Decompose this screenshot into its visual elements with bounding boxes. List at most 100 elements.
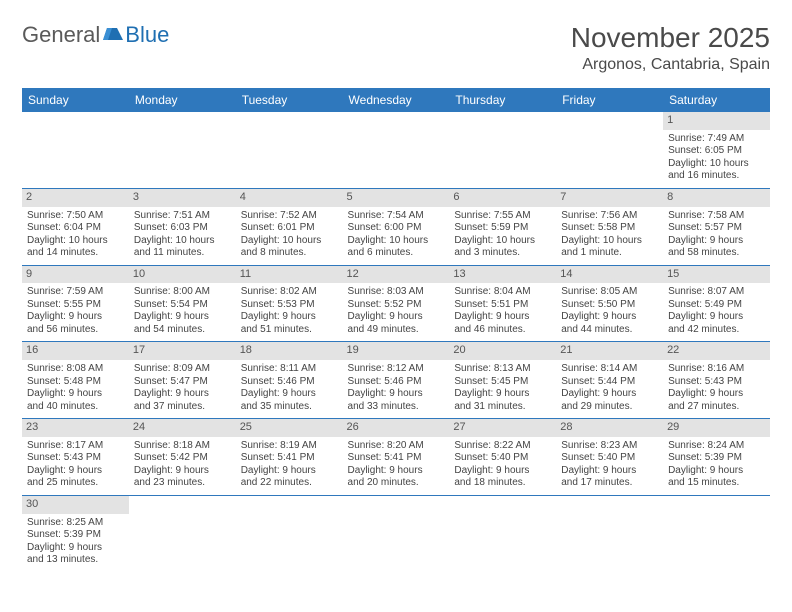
logo-text-2: Blue xyxy=(125,22,169,48)
calendar-day-cell xyxy=(22,112,129,188)
calendar-header-row: SundayMondayTuesdayWednesdayThursdayFrid… xyxy=(22,88,770,112)
day-sunrise: Sunrise: 8:08 AM xyxy=(27,363,124,376)
day-number: 20 xyxy=(449,342,556,360)
calendar-day-cell: 20Sunrise: 8:13 AMSunset: 5:45 PMDayligh… xyxy=(449,342,556,419)
day-day2: and 11 minutes. xyxy=(134,247,231,260)
day-sunset: Sunset: 5:40 PM xyxy=(454,452,551,465)
day-number: 5 xyxy=(343,189,450,207)
day-day2: and 51 minutes. xyxy=(241,324,338,337)
day-day2: and 15 minutes. xyxy=(668,477,765,490)
day-day2: and 17 minutes. xyxy=(561,477,658,490)
calendar-day-cell xyxy=(663,495,770,571)
day-day1: Daylight: 9 hours xyxy=(348,311,445,324)
calendar-day-cell: 18Sunrise: 8:11 AMSunset: 5:46 PMDayligh… xyxy=(236,342,343,419)
day-number: 7 xyxy=(556,189,663,207)
day-day1: Daylight: 9 hours xyxy=(561,311,658,324)
day-sunrise: Sunrise: 8:09 AM xyxy=(134,363,231,376)
day-number: 22 xyxy=(663,342,770,360)
day-day2: and 40 minutes. xyxy=(27,401,124,414)
day-day2: and 22 minutes. xyxy=(241,477,338,490)
calendar-day-cell: 24Sunrise: 8:18 AMSunset: 5:42 PMDayligh… xyxy=(129,419,236,496)
day-sunrise: Sunrise: 8:07 AM xyxy=(668,286,765,299)
weekday-header: Saturday xyxy=(663,88,770,112)
day-sunrise: Sunrise: 8:25 AM xyxy=(27,517,124,530)
day-day1: Daylight: 10 hours xyxy=(454,235,551,248)
calendar-day-cell: 13Sunrise: 8:04 AMSunset: 5:51 PMDayligh… xyxy=(449,265,556,342)
day-sunset: Sunset: 6:05 PM xyxy=(668,145,765,158)
day-day2: and 20 minutes. xyxy=(348,477,445,490)
calendar-day-cell xyxy=(343,495,450,571)
day-sunrise: Sunrise: 7:58 AM xyxy=(668,210,765,223)
title-block: November 2025 Argonos, Cantabria, Spain xyxy=(571,22,770,74)
calendar-day-cell: 17Sunrise: 8:09 AMSunset: 5:47 PMDayligh… xyxy=(129,342,236,419)
day-day2: and 31 minutes. xyxy=(454,401,551,414)
day-day1: Daylight: 9 hours xyxy=(27,388,124,401)
calendar-day-cell: 27Sunrise: 8:22 AMSunset: 5:40 PMDayligh… xyxy=(449,419,556,496)
calendar-day-cell: 19Sunrise: 8:12 AMSunset: 5:46 PMDayligh… xyxy=(343,342,450,419)
day-sunset: Sunset: 5:59 PM xyxy=(454,222,551,235)
day-sunrise: Sunrise: 8:24 AM xyxy=(668,440,765,453)
day-day2: and 6 minutes. xyxy=(348,247,445,260)
day-day1: Daylight: 10 hours xyxy=(668,158,765,171)
day-sunset: Sunset: 5:52 PM xyxy=(348,299,445,312)
calendar-day-cell: 11Sunrise: 8:02 AMSunset: 5:53 PMDayligh… xyxy=(236,265,343,342)
calendar-day-cell: 25Sunrise: 8:19 AMSunset: 5:41 PMDayligh… xyxy=(236,419,343,496)
day-day2: and 16 minutes. xyxy=(668,170,765,183)
day-sunset: Sunset: 6:00 PM xyxy=(348,222,445,235)
day-day2: and 46 minutes. xyxy=(454,324,551,337)
day-day1: Daylight: 9 hours xyxy=(27,465,124,478)
calendar-body: 1Sunrise: 7:49 AMSunset: 6:05 PMDaylight… xyxy=(22,112,770,572)
day-sunrise: Sunrise: 8:02 AM xyxy=(241,286,338,299)
calendar-day-cell: 15Sunrise: 8:07 AMSunset: 5:49 PMDayligh… xyxy=(663,265,770,342)
day-number: 1 xyxy=(663,112,770,130)
day-day2: and 8 minutes. xyxy=(241,247,338,260)
calendar-day-cell: 14Sunrise: 8:05 AMSunset: 5:50 PMDayligh… xyxy=(556,265,663,342)
month-title: November 2025 xyxy=(571,22,770,54)
location-subtitle: Argonos, Cantabria, Spain xyxy=(571,56,770,74)
day-sunset: Sunset: 6:01 PM xyxy=(241,222,338,235)
day-day2: and 23 minutes. xyxy=(134,477,231,490)
day-number: 26 xyxy=(343,419,450,437)
day-day2: and 35 minutes. xyxy=(241,401,338,414)
calendar-day-cell: 12Sunrise: 8:03 AMSunset: 5:52 PMDayligh… xyxy=(343,265,450,342)
calendar-week: 1 Sunrise: 7:49 AMSunset: 6:05 PMDaylight… xyxy=(22,112,770,188)
weekday-header: Thursday xyxy=(449,88,556,112)
day-day1: Daylight: 9 hours xyxy=(668,235,765,248)
calendar-day-cell: 16Sunrise: 8:08 AMSunset: 5:48 PMDayligh… xyxy=(22,342,129,419)
day-number: 10 xyxy=(129,266,236,284)
day-day1: Daylight: 9 hours xyxy=(27,311,124,324)
day-day2: and 1 minute. xyxy=(561,247,658,260)
logo-flag-icon xyxy=(103,26,123,42)
day-sunset: Sunset: 5:50 PM xyxy=(561,299,658,312)
day-day2: and 25 minutes. xyxy=(27,477,124,490)
day-day2: and 14 minutes. xyxy=(27,247,124,260)
day-day2: and 27 minutes. xyxy=(668,401,765,414)
day-number: 30 xyxy=(22,496,129,514)
calendar-day-cell xyxy=(449,112,556,188)
day-day2: and 3 minutes. xyxy=(454,247,551,260)
weekday-header: Tuesday xyxy=(236,88,343,112)
day-day1: Daylight: 9 hours xyxy=(668,465,765,478)
calendar-day-cell: 26Sunrise: 8:20 AMSunset: 5:41 PMDayligh… xyxy=(343,419,450,496)
calendar-day-cell: 8Sunrise: 7:58 AMSunset: 5:57 PMDaylight… xyxy=(663,188,770,265)
day-number: 17 xyxy=(129,342,236,360)
day-day1: Daylight: 9 hours xyxy=(134,388,231,401)
day-sunrise: Sunrise: 7:56 AM xyxy=(561,210,658,223)
day-sunset: Sunset: 6:04 PM xyxy=(27,222,124,235)
day-number: 9 xyxy=(22,266,129,284)
calendar-day-cell xyxy=(236,112,343,188)
day-number: 11 xyxy=(236,266,343,284)
day-sunrise: Sunrise: 8:17 AM xyxy=(27,440,124,453)
day-sunset: Sunset: 5:57 PM xyxy=(668,222,765,235)
day-number: 3 xyxy=(129,189,236,207)
calendar-week: 9Sunrise: 7:59 AMSunset: 5:55 PMDaylight… xyxy=(22,265,770,342)
day-sunset: Sunset: 5:49 PM xyxy=(668,299,765,312)
day-sunset: Sunset: 6:03 PM xyxy=(134,222,231,235)
calendar-day-cell xyxy=(556,495,663,571)
day-sunrise: Sunrise: 8:14 AM xyxy=(561,363,658,376)
calendar-day-cell: 9Sunrise: 7:59 AMSunset: 5:55 PMDaylight… xyxy=(22,265,129,342)
day-day1: Daylight: 9 hours xyxy=(668,388,765,401)
day-sunrise: Sunrise: 7:49 AM xyxy=(668,133,765,146)
day-sunrise: Sunrise: 8:13 AM xyxy=(454,363,551,376)
day-day1: Daylight: 10 hours xyxy=(27,235,124,248)
